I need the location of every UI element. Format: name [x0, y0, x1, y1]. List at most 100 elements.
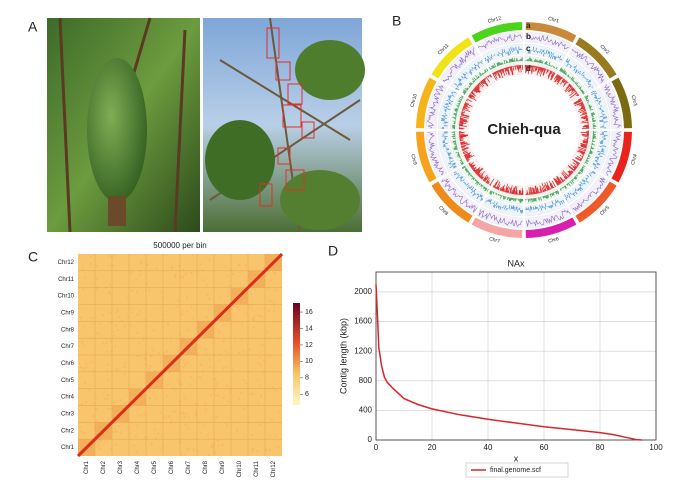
- track-d: [472, 91, 473, 92]
- heatmap-texture: [159, 449, 161, 451]
- heatmap-texture: [148, 290, 150, 292]
- heatmap-texture: [114, 345, 116, 347]
- heatmap-texture: [179, 381, 181, 383]
- heatmap-texture: [160, 306, 162, 308]
- heatmap-y-label: Chr12: [58, 260, 75, 266]
- heatmap-texture: [183, 397, 185, 399]
- heatmap-texture: [145, 352, 147, 354]
- heatmap-texture: [138, 355, 140, 357]
- heatmap-texture: [257, 314, 259, 316]
- heatmap-texture: [80, 426, 82, 428]
- heatmap-texture: [206, 284, 208, 286]
- heatmap-texture: [109, 408, 111, 410]
- heatmap-texture: [186, 330, 188, 332]
- heatmap-texture: [108, 364, 110, 366]
- heatmap-texture: [106, 394, 108, 396]
- heatmap-texture: [223, 340, 225, 342]
- heatmap-texture: [257, 363, 259, 365]
- colorbar-tick-label: 14: [305, 325, 313, 332]
- heatmap-texture: [244, 436, 246, 438]
- heatmap-texture: [273, 301, 275, 303]
- heatmap-texture: [226, 385, 228, 387]
- heatmap-texture: [181, 313, 183, 315]
- heatmap-texture: [209, 359, 211, 361]
- heatmap-texture: [254, 289, 256, 291]
- heatmap-texture: [214, 452, 216, 454]
- heatmap-x-label: Chr8: [203, 460, 209, 474]
- heatmap-texture: [207, 294, 209, 296]
- heatmap-texture: [130, 311, 132, 313]
- heatmap-texture: [238, 352, 240, 354]
- heatmap-texture: [96, 265, 98, 267]
- heatmap-texture: [181, 454, 183, 456]
- heatmap-texture: [238, 398, 240, 400]
- heatmap-texture: [103, 391, 105, 393]
- photo-gourd: [47, 18, 200, 232]
- heatmap-texture: [241, 322, 243, 324]
- colorbar-tick-label: 10: [305, 358, 313, 365]
- chromosome-label: Chr4: [630, 153, 639, 165]
- track-b: [460, 177, 461, 178]
- heatmap-texture: [260, 365, 262, 367]
- heatmap-texture: [243, 407, 245, 409]
- heatmap-texture: [244, 382, 246, 384]
- heatmap-texture: [276, 290, 278, 292]
- heatmap-texture: [141, 260, 143, 262]
- legend-label: final.genome.scf: [490, 467, 541, 474]
- track-b: [590, 84, 591, 85]
- heatmap-texture: [155, 437, 157, 439]
- heatmap-texture: [259, 315, 261, 317]
- heatmap-y-label: Chr3: [61, 411, 75, 417]
- heatmap-texture: [216, 383, 218, 385]
- heatmap-texture: [80, 366, 82, 368]
- heatmap-x-label: Chr9: [220, 460, 226, 474]
- heatmap-texture: [174, 389, 176, 391]
- heatmap-texture: [108, 291, 110, 293]
- heatmap-texture: [190, 272, 192, 274]
- heatmap-texture: [111, 256, 113, 258]
- heatmap-texture: [131, 290, 133, 292]
- heatmap-texture: [195, 413, 197, 415]
- heatmap-texture: [129, 323, 131, 325]
- heatmap-texture: [188, 416, 190, 418]
- heatmap-texture: [170, 420, 172, 422]
- heatmap-texture: [185, 454, 187, 456]
- heatmap-texture: [81, 403, 83, 405]
- heatmap-texture: [251, 434, 253, 436]
- heatmap-texture: [192, 317, 194, 319]
- heatmap-texture: [110, 312, 112, 314]
- heatmap-texture: [190, 306, 192, 308]
- heatmap-texture: [236, 307, 238, 309]
- heatmap-texture: [218, 445, 220, 447]
- heatmap-texture: [108, 255, 110, 257]
- x-tick-label: 60: [540, 443, 549, 452]
- heatmap-texture: [114, 428, 116, 430]
- heatmap-texture: [269, 355, 271, 357]
- heatmap-texture: [177, 379, 179, 381]
- heatmap-texture: [200, 364, 202, 366]
- heatmap-y-label: Chr5: [61, 378, 75, 384]
- heatmap-texture: [224, 349, 226, 351]
- heatmap-texture: [265, 449, 267, 451]
- heatmap-x-label: Chr4: [135, 460, 141, 474]
- track-b: [466, 184, 467, 185]
- track-b: [478, 64, 479, 65]
- heatmap-texture: [249, 393, 251, 395]
- heatmap-texture: [167, 384, 169, 386]
- heatmap-texture: [81, 431, 83, 433]
- track-b: [463, 79, 464, 80]
- y-tick-label: 0: [368, 435, 373, 444]
- heatmap-texture: [142, 338, 144, 340]
- heatmap-texture: [191, 254, 193, 256]
- heatmap-texture: [138, 274, 140, 276]
- y-axis-label: Contig length (kbp): [338, 318, 348, 394]
- heatmap-texture: [179, 276, 181, 278]
- heatmap-texture: [181, 384, 183, 386]
- heatmap-texture: [107, 398, 109, 400]
- heatmap-texture: [84, 277, 86, 279]
- heatmap-texture: [85, 362, 87, 364]
- heatmap-texture: [92, 415, 94, 417]
- heatmap-texture: [184, 364, 186, 366]
- heatmap-texture: [104, 398, 106, 400]
- x-tick-label: 80: [596, 443, 605, 452]
